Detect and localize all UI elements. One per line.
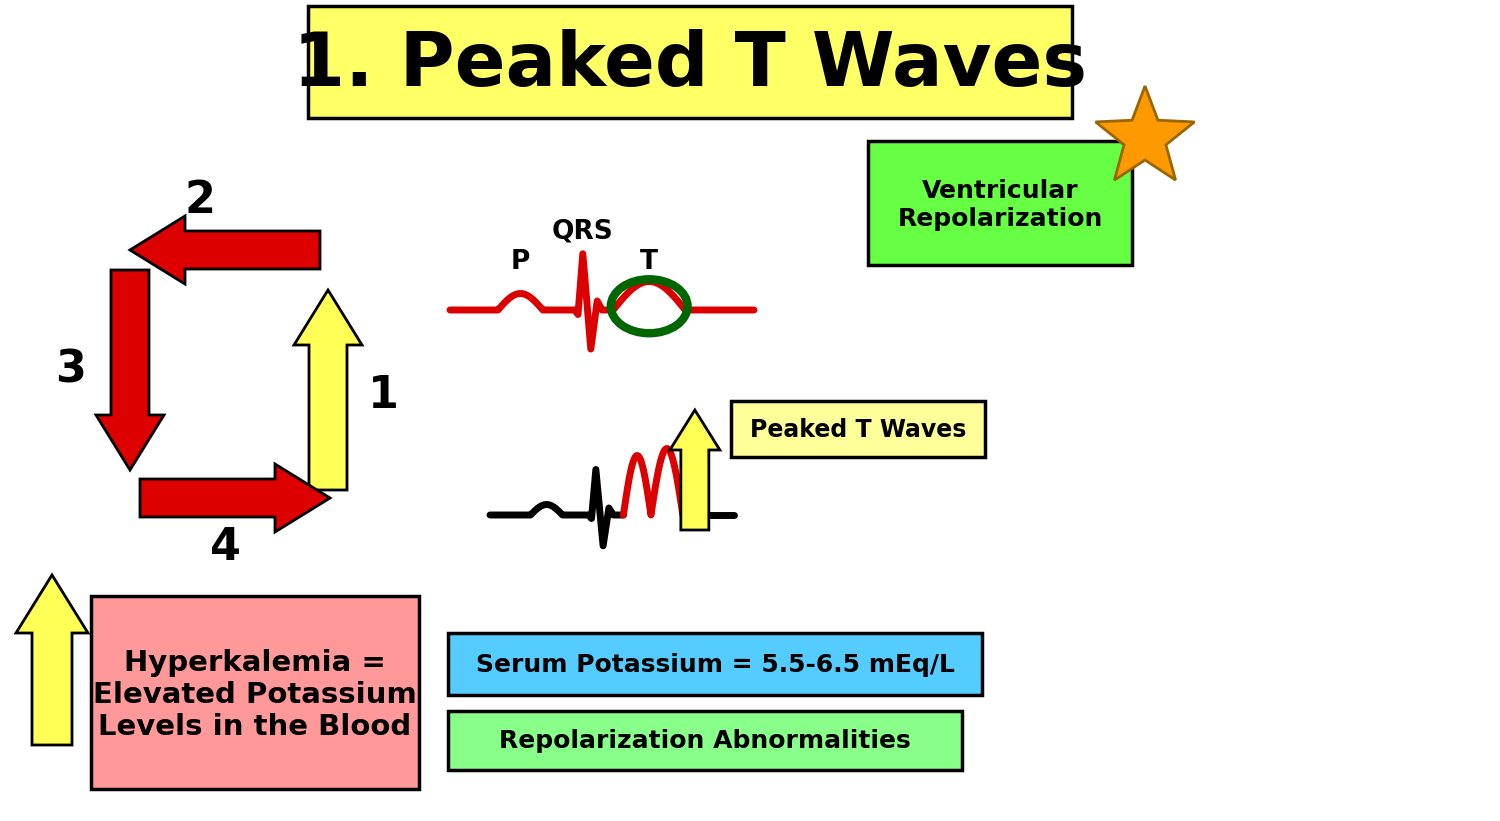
Text: T: T [639, 249, 657, 275]
FancyArrow shape [96, 270, 164, 470]
Text: Repolarization Abnormalities: Repolarization Abnormalities [500, 729, 910, 753]
FancyArrow shape [16, 575, 88, 745]
FancyBboxPatch shape [448, 711, 962, 770]
FancyBboxPatch shape [868, 141, 1132, 265]
Text: 4: 4 [210, 526, 240, 570]
FancyArrow shape [294, 290, 362, 490]
FancyBboxPatch shape [92, 596, 419, 789]
Polygon shape [1095, 86, 1194, 180]
FancyBboxPatch shape [308, 6, 1072, 118]
FancyArrow shape [130, 216, 320, 284]
Text: 1. Peaked T Waves: 1. Peaked T Waves [292, 29, 1088, 102]
Text: Ventricular
Repolarization: Ventricular Repolarization [897, 179, 1102, 231]
Text: 2: 2 [184, 178, 216, 222]
Text: P: P [510, 249, 530, 275]
Text: Serum Potassium = 5.5-6.5 mEq/L: Serum Potassium = 5.5-6.5 mEq/L [476, 653, 954, 677]
Text: Hyperkalemia =
Elevated Potassium
Levels in the Blood: Hyperkalemia = Elevated Potassium Levels… [93, 649, 417, 741]
Text: Peaked T Waves: Peaked T Waves [750, 418, 966, 442]
FancyArrow shape [140, 464, 330, 532]
FancyBboxPatch shape [730, 401, 986, 457]
Text: QRS: QRS [552, 218, 614, 245]
FancyArrow shape [670, 410, 720, 530]
FancyBboxPatch shape [448, 633, 983, 695]
Text: 1: 1 [368, 374, 399, 416]
Text: 3: 3 [56, 348, 86, 392]
